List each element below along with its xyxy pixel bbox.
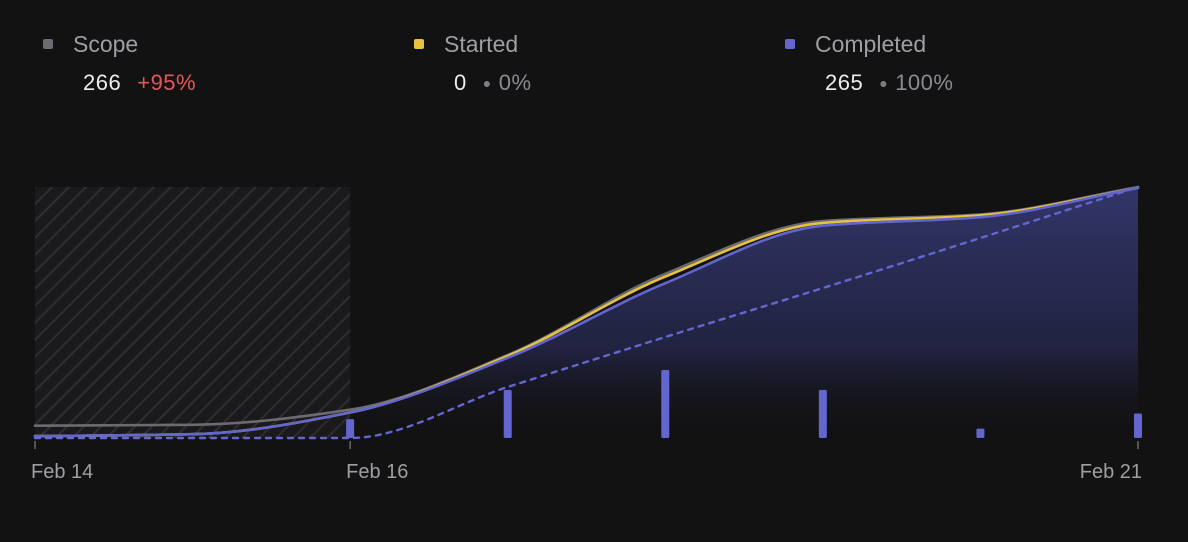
legend-started[interactable]: Started 0 ● 0% [414,30,532,96]
x-tick-label: Feb 16 [346,461,408,483]
started-swatch [414,39,424,49]
shaded-period [35,187,351,438]
started-percent: 0% [498,70,532,95]
completed-bar [1134,413,1142,438]
legend-completed[interactable]: Completed 265 ● 100% [785,30,953,96]
started-count: 0 [454,70,467,95]
completed-swatch [785,39,795,49]
scope-swatch [43,39,53,49]
completed-percent: 100% [895,70,954,95]
completed-bar [818,389,827,438]
completed-bar [661,370,670,438]
completed-bar [976,428,985,438]
legend-scope[interactable]: Scope 266 +95% [43,30,196,96]
scope-change: +95% [137,70,197,95]
x-tick-label: Feb 21 [1080,461,1142,483]
completed-line [33,186,1140,438]
completed-area [35,187,1138,438]
target-line [33,185,1140,440]
completed-label: Completed [815,30,927,57]
completed-bar [346,419,355,438]
started-dot-icon: ● [482,75,492,91]
completed-count: 265 [825,70,864,95]
x-tick-label: Feb 14 [31,461,93,483]
scope-label: Scope [73,30,139,57]
scope-count: 266 [83,70,122,95]
completed-dot-icon: ● [879,75,889,91]
completed-bar [503,389,512,438]
started-label: Started [444,30,519,57]
